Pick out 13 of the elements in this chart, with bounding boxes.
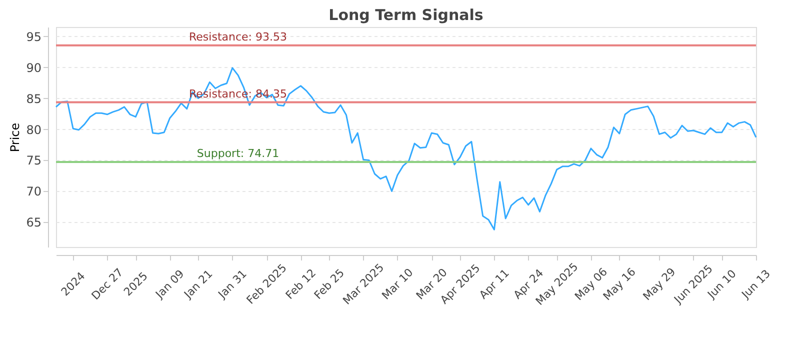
- ref-line-label: Resistance: 93.53: [189, 30, 287, 44]
- line-series: [55, 67, 757, 230]
- y-tick-label: 95: [26, 30, 42, 44]
- y-tick-label: 90: [26, 60, 42, 75]
- y-tick-label: 80: [26, 122, 42, 137]
- y-tick-label: 65: [26, 216, 42, 230]
- x-tick-label: Jun 13: [738, 267, 774, 302]
- ref-line-label: Support: 74.71: [196, 147, 280, 160]
- chart-title: Long Term Signals: [328, 6, 484, 24]
- y-tick-label: 75: [26, 154, 42, 168]
- y-tick-label: 70: [26, 184, 42, 199]
- y-axis-title: Price: [8, 122, 22, 152]
- y-tick-label: 85: [26, 92, 42, 106]
